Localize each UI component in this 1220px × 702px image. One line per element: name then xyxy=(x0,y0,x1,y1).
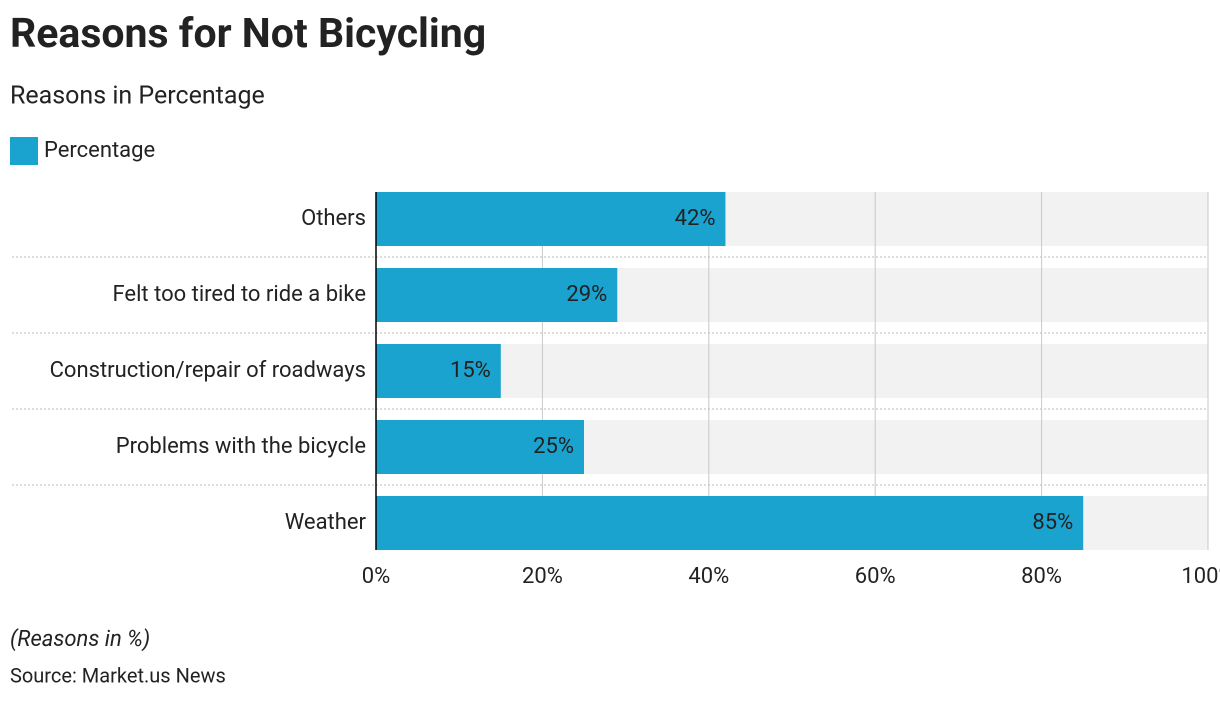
legend-swatch xyxy=(10,137,38,165)
bar xyxy=(376,344,501,398)
value-label: 15% xyxy=(450,358,491,383)
x-tick-label: 80% xyxy=(1021,564,1062,589)
y-tick-label: Others xyxy=(301,206,366,231)
x-tick-label: 40% xyxy=(688,564,729,589)
y-tick-label: Construction/repair of roadways xyxy=(50,358,366,383)
y-tick-label: Problems with the bicycle xyxy=(116,434,366,459)
x-tick-label: 0% xyxy=(362,564,390,589)
value-label: 42% xyxy=(675,206,716,231)
x-tick-label: 100% xyxy=(1181,564,1220,589)
x-tick-label: 20% xyxy=(522,564,563,589)
bar xyxy=(376,420,584,474)
x-tick-label: 60% xyxy=(855,564,896,589)
bar xyxy=(376,268,618,322)
row-background xyxy=(376,344,1208,398)
bar xyxy=(376,496,1084,550)
chart-source: Source: Market.us News xyxy=(10,663,226,687)
value-label: 25% xyxy=(533,434,574,459)
chart-title: Reasons for Not Bicycling xyxy=(10,10,486,58)
value-label: 85% xyxy=(1032,510,1073,535)
chart-subtitle: Reasons in Percentage xyxy=(10,82,265,111)
y-tick-label: Felt too tired to ride a bike xyxy=(112,282,366,307)
legend-label: Percentage xyxy=(44,138,155,163)
y-tick-label: Weather xyxy=(285,510,367,535)
bar xyxy=(376,192,726,246)
chart-note: (Reasons in %) xyxy=(10,627,150,652)
value-label: 29% xyxy=(566,282,607,307)
